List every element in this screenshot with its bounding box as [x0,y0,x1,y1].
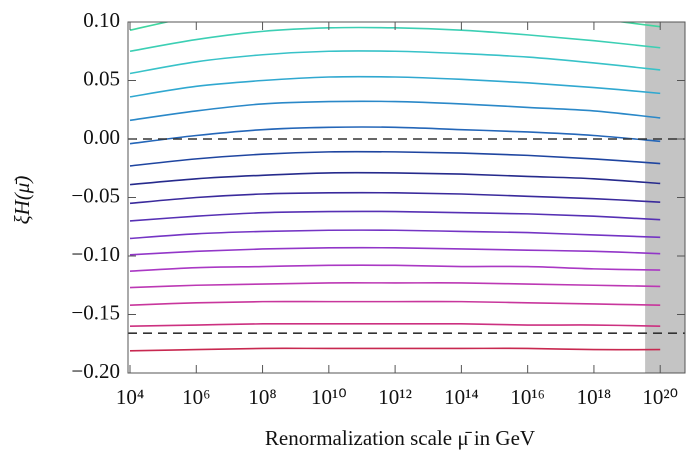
curve [129,347,661,352]
x-tick-label: 10⁸ [248,385,276,409]
y-tick-label: −0.05 [71,183,120,207]
curve [129,171,661,186]
curve [129,50,661,75]
curve [129,229,661,240]
curve [129,210,661,222]
x-tick-label: 10²⁰ [642,385,678,409]
curve [129,264,661,273]
y-tick-label: 0.05 [83,66,120,90]
y-tick-label: 0.00 [83,125,120,149]
curve [129,246,661,256]
x-tick-label: 10¹⁰ [311,385,347,409]
y-tick-label: 0.10 [83,8,120,32]
y-tick-label: −0.15 [71,300,120,324]
x-tick-label: 10¹² [378,385,412,409]
x-tick-label: 10¹⁶ [510,385,545,409]
curve [129,126,661,145]
curve [129,300,661,306]
plot-area [128,22,685,373]
y-tick-label: −0.10 [71,242,120,266]
curve [129,26,661,53]
y-tick-label: −0.20 [71,359,120,383]
x-axis-label: Renormalization scale μ̄ in GeV [265,426,535,450]
curve [129,100,661,122]
x-tick-label: 10¹⁴ [444,385,479,409]
frame [127,21,686,374]
curve [129,282,661,289]
y-axis-label: ξH(μ̄) [10,176,34,225]
curve [129,150,661,167]
curve [129,191,661,205]
x-tick-label: 10¹⁸ [577,385,612,409]
x-tick-label: 10⁴ [116,385,144,409]
curve [129,322,661,327]
curve [129,75,661,98]
x-tick-label: 10⁶ [182,385,210,409]
